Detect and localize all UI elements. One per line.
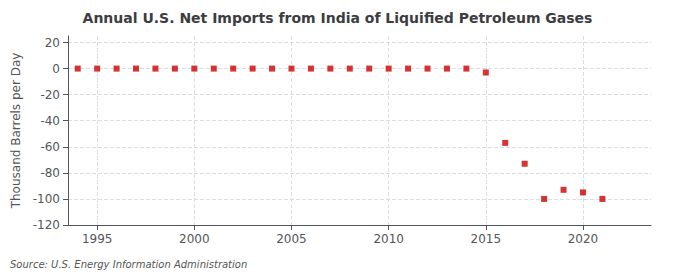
svg-text:2000: 2000 (179, 232, 210, 246)
svg-text:-40: -40 (40, 114, 60, 128)
svg-text:Thousand Barrels per Day: Thousand Barrels per Day (9, 53, 23, 210)
svg-text:20: 20 (45, 36, 60, 50)
svg-text:-20: -20 (40, 88, 60, 102)
svg-text:-120: -120 (33, 218, 60, 232)
svg-text:Annual U.S. Net Imports from I: Annual U.S. Net Imports from India of Li… (83, 10, 593, 26)
svg-text:-80: -80 (40, 166, 60, 180)
svg-text:-60: -60 (40, 140, 60, 154)
svg-text:Source: U.S. Energy Informatio: Source: U.S. Energy Information Administ… (10, 259, 247, 270)
svg-text:0: 0 (52, 62, 60, 76)
svg-text:2005: 2005 (276, 232, 307, 246)
svg-text:2015: 2015 (471, 232, 502, 246)
svg-text:1995: 1995 (82, 232, 113, 246)
svg-text:2010: 2010 (373, 232, 404, 246)
svg-text:-100: -100 (33, 192, 60, 206)
svg-text:2020: 2020 (568, 232, 599, 246)
